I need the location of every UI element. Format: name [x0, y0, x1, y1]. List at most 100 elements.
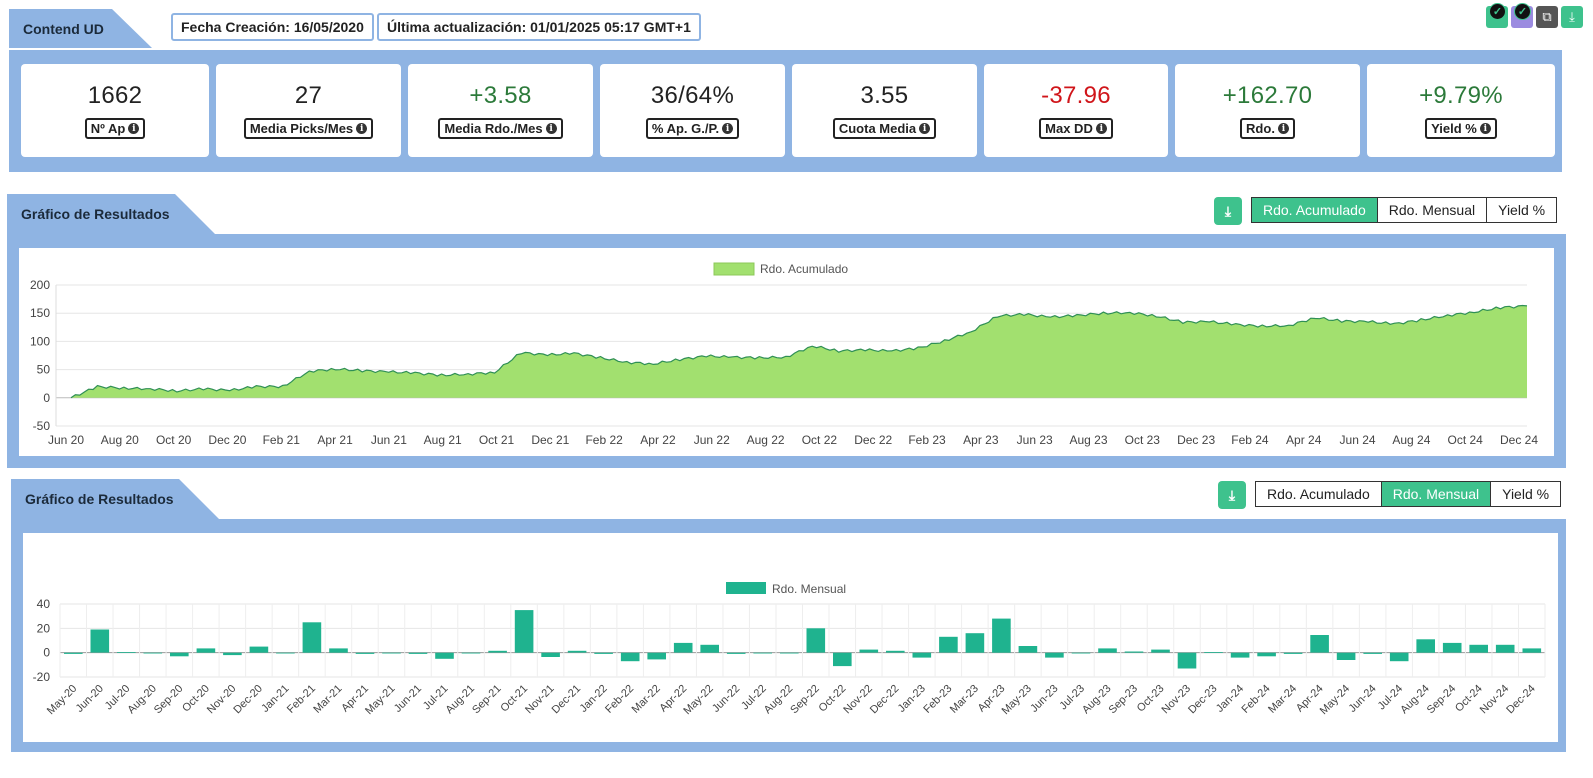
x-tick-label: May-21 — [363, 683, 397, 717]
copy-icon[interactable]: ⧉ — [1536, 6, 1558, 28]
x-tick-label: Jun-21 — [392, 683, 424, 715]
x-tick-label: Aug 20 — [101, 433, 139, 447]
chart1-tab-rdo-mensual[interactable]: Rdo. Mensual — [1378, 198, 1488, 222]
bar-jul-21 — [435, 652, 454, 659]
bar-feb-22 — [620, 652, 640, 662]
chart2-panel: 40 20 0 -20 May-20 Jun-20 Jul-20 Aug-20 Sep-20 Oc… — [11, 519, 1566, 752]
y-tick-label: -20 — [33, 670, 51, 684]
stat-label[interactable]: Nº Ap i — [84, 118, 146, 139]
x-tick-label: Oct 21 — [479, 433, 515, 447]
info-icon[interactable]: i — [722, 123, 734, 134]
bar-sep-20 — [170, 652, 189, 657]
x-tick-label: Jun-24 — [1346, 683, 1378, 715]
top-toolbar: ✓ ✓ ⧉ ⤓ — [1486, 3, 1583, 28]
x-tick-label: Aug-24 — [1398, 683, 1432, 717]
legend-label: Rdo. Acumulado — [760, 262, 848, 276]
x-tick-label: Dec 20 — [208, 433, 246, 447]
info-icon[interactable]: i — [1095, 123, 1107, 134]
bar-aug-22 — [780, 652, 799, 654]
bar-may-24 — [1336, 652, 1356, 660]
stat-value: 3.55 — [860, 82, 909, 109]
x-tick-label: Sep-24 — [1425, 683, 1459, 717]
info-icon[interactable]: i — [1277, 123, 1289, 134]
x-tick-label: Sep-23 — [1107, 683, 1141, 717]
bar-jan-24 — [1230, 652, 1250, 658]
stat-value: -37.96 — [1041, 82, 1111, 109]
info-icon[interactable]: i — [919, 123, 931, 134]
info-icon[interactable]: i — [545, 123, 557, 134]
x-tick-label: Dec 22 — [854, 433, 892, 447]
stat-value: +162.70 — [1222, 82, 1313, 109]
chart1-tab-yield[interactable]: Yield % — [1498, 202, 1546, 218]
bar-nov-20 — [223, 652, 242, 656]
stat-label[interactable]: Yield % i — [1425, 118, 1497, 139]
stat-label[interactable]: Cuota Media i — [832, 118, 937, 139]
x-tick-label: Sep-20 — [152, 683, 186, 717]
bar-dec-21 — [567, 650, 587, 653]
chart2-canvas: 40 20 0 -20 May-20 Jun-20 Jul-20 Aug-20 Sep-20 Oc… — [23, 533, 1558, 742]
x-tick-label: Feb-21 — [285, 683, 318, 716]
chart2-tab-rdo-acumulado[interactable]: Rdo. Acumulado — [1256, 482, 1382, 506]
bar-feb-23 — [939, 636, 958, 653]
stat-label[interactable]: % Ap. G./P. i — [645, 118, 740, 139]
x-tick-label: Dec 21 — [531, 433, 569, 447]
check-badge-icon[interactable]: ✓ — [1486, 3, 1508, 28]
bar-nov-24 — [1495, 644, 1515, 653]
download-icon[interactable]: ⤓ — [1561, 6, 1583, 28]
x-tick-label: Aug 22 — [747, 433, 785, 447]
series-line-rdo-acumulado — [70, 304, 1528, 399]
stat-card-cuota-media: 3.55 Cuota Media i — [792, 64, 977, 157]
x-tick-label: Oct 24 — [1448, 433, 1484, 447]
bar-may-21 — [382, 652, 401, 654]
info-icon[interactable]: i — [1479, 123, 1491, 134]
x-tick-label: Aug-21 — [444, 683, 478, 717]
area-fill — [71, 305, 1527, 398]
bar-apr-24 — [1310, 635, 1329, 653]
chart1-download-button[interactable]: ⤓ — [1214, 197, 1242, 225]
chart2-tab-yield[interactable]: Yield % — [1502, 486, 1550, 502]
x-tick-label: Dec 23 — [1177, 433, 1215, 447]
stat-label[interactable]: Rdo. i — [1240, 118, 1295, 139]
bar-aug-23 — [1098, 648, 1117, 653]
stat-label[interactable]: Media Rdo./Mes i — [438, 118, 563, 139]
chart2-tab-rdo-mensual[interactable]: Rdo. Mensual — [1381, 482, 1492, 506]
chart2-section-title-tab: Gráfico de Resultados — [11, 479, 219, 519]
check-badge-icon[interactable]: ✓ — [1511, 3, 1533, 28]
bar-jul-22 — [753, 652, 772, 654]
chart1-tab-rdo-acumulado[interactable]: Rdo. Acumulado — [1252, 198, 1378, 222]
x-tick-label: Mar-23 — [948, 683, 981, 716]
x-tick-label: Oct 22 — [802, 433, 838, 447]
bar-may-23 — [1018, 646, 1038, 653]
stats-panel: 1662 Nº Ap i 27 Media Picks/Mes i +3.58 Me… — [9, 50, 1562, 172]
stat-value: +9.79% — [1419, 82, 1503, 109]
chart1-panel: 200 150 100 50 0 -50 Jun 20 Aug 20 Oct 20 Dec 20 F… — [7, 234, 1566, 468]
x-tick-label: Apr 23 — [963, 433, 999, 447]
chart2-download-button[interactable]: ⤓ — [1218, 481, 1246, 509]
x-tick-label: Oct 23 — [1125, 433, 1161, 447]
bar-mar-24 — [1283, 652, 1303, 654]
bar-oct-20 — [196, 648, 216, 653]
stat-label[interactable]: Max DD i — [1039, 118, 1113, 139]
chart1-canvas: 200 150 100 50 0 -50 Jun 20 Aug 20 Oct 20 Dec 20 F… — [19, 248, 1554, 456]
x-tick-label: Nov-21 — [523, 683, 557, 717]
bar-jan-22 — [594, 652, 613, 654]
x-tick-label: Jun 22 — [694, 433, 730, 447]
x-tick-label: Apr 22 — [640, 433, 676, 447]
stat-label[interactable]: Media Picks/Mes i — [243, 118, 374, 139]
x-tick-label: Mar-21 — [311, 683, 344, 716]
legend-swatch — [726, 582, 766, 594]
x-tick-label: Dec-24 — [1504, 683, 1538, 717]
bar-apr-23 — [992, 618, 1011, 653]
info-icon[interactable]: i — [356, 123, 368, 134]
chart2-section-title: Gráfico de Resultados — [25, 491, 174, 507]
x-tick-label: Aug 23 — [1069, 433, 1107, 447]
bar-aug-20 — [143, 652, 163, 654]
x-tick-label: Aug-20 — [125, 683, 159, 717]
page-title: Contend UD — [23, 20, 104, 37]
y-tick-label: 20 — [37, 621, 51, 635]
x-tick-label: Jun-23 — [1028, 683, 1060, 715]
x-tick-label: Sep-22 — [788, 683, 822, 717]
x-tick-label: Feb 21 — [263, 433, 301, 447]
info-icon[interactable]: i — [128, 123, 140, 134]
